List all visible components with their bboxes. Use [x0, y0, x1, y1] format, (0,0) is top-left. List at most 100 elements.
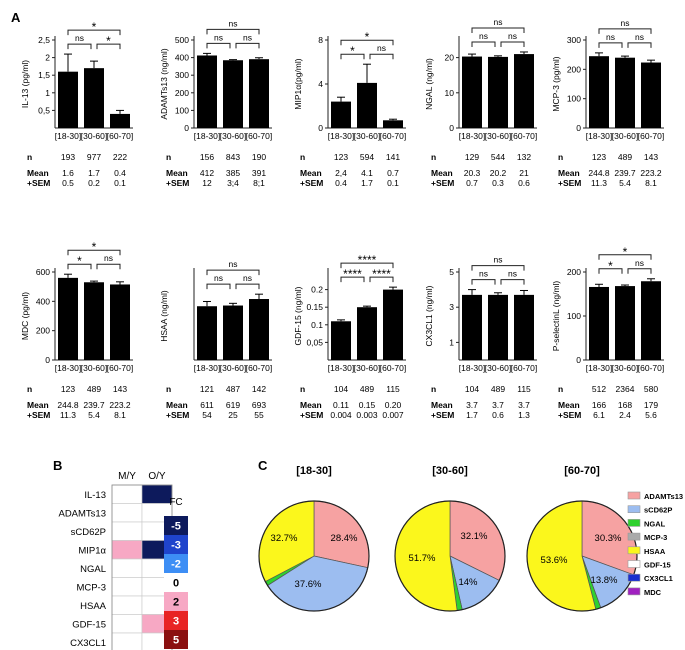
- y-tick-label: 3: [449, 302, 454, 312]
- significance-bracket: [598, 268, 623, 274]
- x-tick-label: [18-30]: [459, 363, 485, 373]
- bar-[18-30]: [331, 101, 351, 128]
- row-label-sem: +SEM: [300, 410, 323, 420]
- stat-sem_text: 0.2: [88, 178, 100, 188]
- y-tick-label: 0: [45, 355, 50, 365]
- significance-bracket: [206, 269, 260, 276]
- bar-[60-70]: [110, 284, 130, 360]
- legend-label: 0: [173, 578, 179, 590]
- x-tick-label: [30-60]: [354, 363, 380, 373]
- stat-mean_text: 21: [519, 168, 529, 178]
- stat-mean_text: 619: [226, 400, 240, 410]
- significance-label: ns: [494, 255, 503, 265]
- significance-bracket: [598, 28, 652, 34]
- heatmap-row-label: CX3CL1: [70, 638, 106, 649]
- stat-mean_text: 3.7: [518, 400, 530, 410]
- heatmap-cell: [111, 503, 143, 523]
- y-axis-label: IL-13 (pg/ml): [20, 60, 30, 108]
- significance-label: ns: [635, 258, 644, 268]
- bar-[30-60]: [615, 286, 635, 360]
- x-tick-label: [18-30]: [586, 363, 612, 373]
- pie-slice-label: 28.4%: [331, 533, 358, 544]
- row-label-sem: +SEM: [27, 410, 50, 420]
- bar-[60-70]: [641, 281, 661, 360]
- stat-n: 142: [252, 384, 266, 394]
- bar-[18-30]: [462, 56, 482, 128]
- bar-[60-70]: [383, 289, 403, 360]
- pie-slice-label: 32.1%: [461, 531, 488, 542]
- stat-sem_text: 5.6: [645, 410, 657, 420]
- stat-sem_text: 0.1: [114, 178, 126, 188]
- row-label-mean: Mean: [27, 168, 49, 178]
- stat-mean_text: 239.7: [614, 168, 636, 178]
- x-tick-label: [30-60]: [354, 131, 380, 141]
- pie-legend-swatch: [627, 491, 641, 500]
- row-label-mean: Mean: [431, 400, 453, 410]
- pie-slice-label: 30.3%: [595, 533, 622, 544]
- pie-slice-label: 13.8%: [591, 575, 618, 586]
- pie-title: [18-30]: [296, 465, 332, 477]
- stat-n: 489: [618, 152, 632, 162]
- bar-[18-30]: [462, 294, 482, 360]
- legend-label: -5: [171, 521, 181, 533]
- pie-chart-[60-70]: [60-70] 30.3% 13.8% 53.6%: [526, 465, 638, 612]
- stat-mean_text: 2,4: [335, 168, 347, 178]
- y-tick-label: 200: [567, 267, 581, 277]
- stat-mean_text: 179: [644, 400, 658, 410]
- heatmap-cell: [111, 484, 143, 504]
- y-axis-label: MIP1α(pg/ml): [293, 58, 303, 109]
- stat-sem_text: 1.7: [466, 410, 478, 420]
- significance-label: *: [92, 240, 97, 254]
- stat-sem_text: 5.4: [88, 410, 100, 420]
- pie-slice-label: 51.7%: [409, 553, 436, 564]
- legend-label: 5: [173, 635, 179, 647]
- bar-[30-60]: [357, 307, 377, 360]
- row-label-n: n: [27, 384, 32, 394]
- heatmap-row-label: NGAL: [80, 564, 106, 575]
- stat-mean_text: 693: [252, 400, 266, 410]
- stat-mean_text: 239.7: [83, 400, 105, 410]
- pie-outline: [394, 500, 506, 612]
- stat-sem_text: 3;4: [227, 178, 239, 188]
- bar-[60-70]: [514, 294, 534, 360]
- stat-n: 115: [517, 384, 531, 394]
- pie-outline: [526, 500, 638, 612]
- bar-panel-il13: 0,5 1 1,5 2 2,5 IL-13 (pg/ml) [18-30] [30-60] [6…: [20, 20, 133, 188]
- y-tick-label: 0: [576, 123, 581, 133]
- significance-bracket: [627, 268, 652, 274]
- significance-label: ns: [229, 18, 238, 28]
- significance-label: *: [608, 259, 613, 273]
- bar-panel-mcp3: 0 100 200 300 MCP-3 (pg/ml) [18-30] [30-60] [60…: [551, 18, 664, 188]
- y-tick-label: 0,5: [38, 105, 50, 115]
- x-tick-label: [18-30]: [55, 363, 81, 373]
- x-tick-label: [30-60]: [485, 363, 511, 373]
- row-label-n: n: [300, 384, 305, 394]
- significance-bracket: [627, 42, 652, 48]
- row-label-mean: Mean: [166, 168, 188, 178]
- significance-bracket: [598, 254, 652, 260]
- significance-label: *: [77, 254, 82, 268]
- stat-sem_text: 0.004: [330, 410, 352, 420]
- pie-legend-label: sCD62P: [644, 506, 672, 515]
- significance-bracket: [206, 42, 231, 49]
- significance-bracket: [471, 41, 496, 47]
- stat-mean_text: 1.6: [62, 168, 74, 178]
- y-tick-label: 0: [576, 355, 581, 365]
- heatmap-row-label: ADAMTs13: [58, 508, 106, 519]
- pie-chart-group: [18-30] 28.4% 37.6% 32.7% [30-60] 32.1% 14% 51.…: [258, 465, 683, 612]
- pie-slice-label: 32.7%: [271, 533, 298, 544]
- stat-sem_text: 11.3: [60, 410, 76, 420]
- y-tick-label: 0,05: [306, 337, 323, 347]
- row-label-n: n: [166, 152, 171, 162]
- bar-[18-30]: [58, 277, 78, 360]
- heatmap-legend-title: FC: [169, 497, 182, 508]
- heatmap-cell: [111, 577, 143, 597]
- stat-sem_text: 5.4: [619, 178, 631, 188]
- significance-bracket: [235, 283, 260, 290]
- bar-[18-30]: [58, 71, 78, 128]
- x-tick-label: [30-60]: [81, 363, 107, 373]
- significance-bracket: [369, 276, 394, 283]
- pie-title: [30-60]: [432, 465, 468, 477]
- stat-mean_text: 391: [252, 168, 266, 178]
- significance-bracket: [340, 39, 394, 46]
